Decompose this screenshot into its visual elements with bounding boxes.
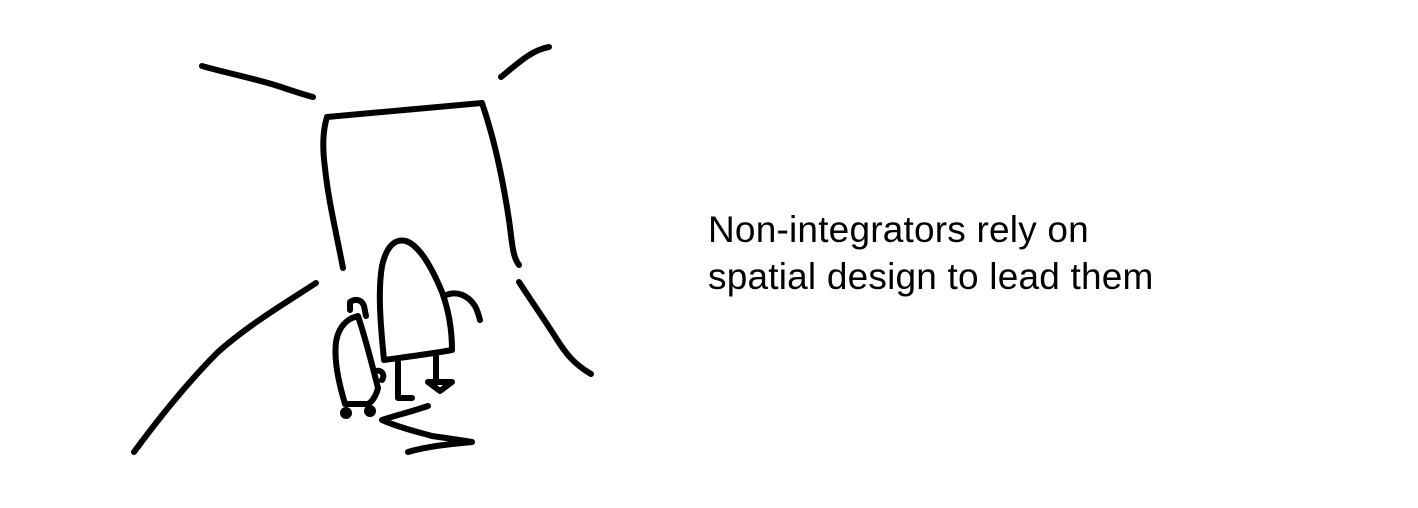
right-ceiling-line [498, 44, 552, 80]
right-floor-line [516, 279, 594, 377]
caption-line-1: Non-integrators rely on [708, 209, 1089, 250]
suitcase-figure-handle [347, 296, 369, 319]
suitcase-wheel-left [340, 407, 352, 419]
suitcase-figure-clasp [371, 367, 387, 383]
suitcase-wheel-right [364, 405, 376, 417]
person-figure-body [376, 237, 455, 363]
left-ceiling-line [199, 63, 316, 100]
caption-text: Non-integrators rely on spatial design t… [708, 206, 1388, 300]
left-floor-line [131, 280, 319, 455]
suitcase-figure-body [332, 313, 381, 407]
person-figure-leg-left [395, 359, 415, 401]
ground-squiggle [379, 403, 475, 455]
person-figure-arm [441, 290, 483, 323]
doorway-frame [320, 100, 522, 271]
caption-line-2: spatial design to lead them [708, 256, 1154, 297]
person-figure-foot-right [425, 379, 455, 394]
